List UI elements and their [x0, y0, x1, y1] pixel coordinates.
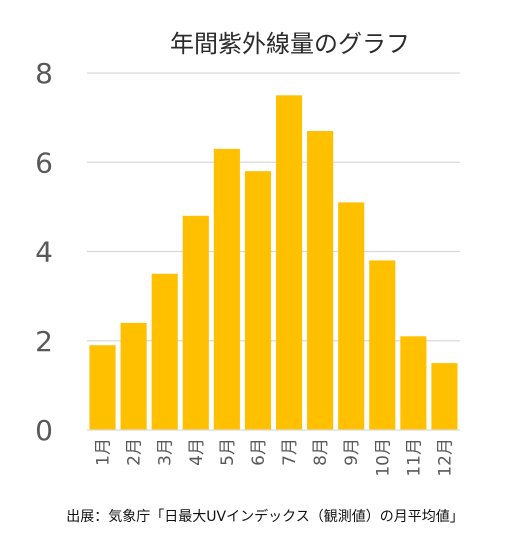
x-tick-label: 5月: [218, 438, 238, 466]
chart-title: 年間紫外線量のグラフ: [170, 30, 410, 58]
bar-7: [275, 95, 303, 430]
x-axis-ticks: 1月 2月 3月 4月 5月 6月 7月 8月 9月 10月 11月 12月: [94, 438, 456, 477]
bars: [89, 95, 458, 431]
bar-2: [120, 322, 147, 430]
bar-6: [244, 171, 272, 431]
bar-10: [369, 260, 396, 430]
y-tick-label: 8: [35, 57, 53, 90]
x-tick-label: 10月: [373, 438, 393, 477]
bar-5: [213, 148, 240, 431]
x-tick-label: 11月: [404, 438, 424, 477]
x-tick-label: 3月: [156, 438, 176, 466]
x-tick-label: 1月: [94, 438, 114, 466]
x-tick-label: 7月: [280, 438, 300, 466]
y-tick-label: 2: [35, 325, 53, 358]
bar-11: [400, 336, 427, 430]
bar-12: [431, 363, 458, 430]
x-tick-label: 12月: [435, 438, 455, 477]
source-note: 出展：気象庁「日最大UVインデックス（観測値）の月平均値」: [66, 508, 463, 525]
y-tick-label: 0: [35, 414, 53, 447]
bar-9: [338, 202, 365, 430]
bar-3: [151, 273, 178, 430]
y-axis-ticks: 0 2 4 6 8: [35, 57, 53, 447]
y-tick-label: 4: [35, 236, 53, 269]
bar-1: [89, 345, 116, 430]
y-tick-label: 6: [35, 146, 53, 179]
x-tick-label: 2月: [125, 438, 145, 466]
bar-8: [307, 131, 334, 430]
x-tick-label: 8月: [311, 438, 331, 466]
gridlines: [87, 72, 460, 342]
x-tick-label: 6月: [249, 438, 269, 466]
x-tick-label: 4月: [187, 438, 207, 466]
bar-4: [182, 215, 209, 430]
x-tick-label: 9月: [342, 438, 362, 466]
